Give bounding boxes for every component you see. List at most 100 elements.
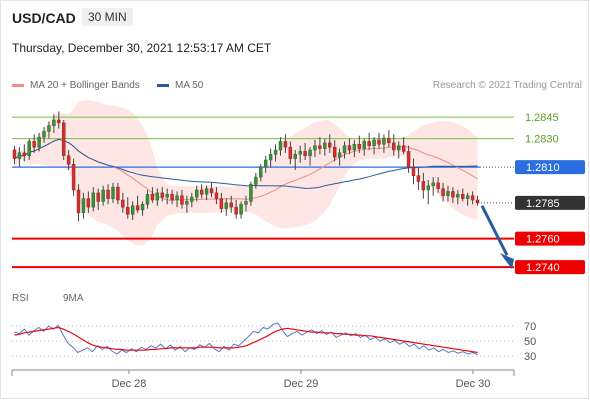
- candle-body: [111, 186, 115, 199]
- candle-body: [57, 119, 61, 124]
- candle-body: [278, 141, 283, 151]
- candle: [135, 195, 140, 213]
- candle-body: [362, 141, 366, 149]
- candle-body: [387, 138, 391, 144]
- candle: [382, 134, 386, 153]
- candle-body: [22, 152, 27, 156]
- candle: [22, 144, 27, 162]
- candle: [293, 150, 297, 170]
- candle-body: [263, 159, 268, 168]
- symbol-title: USD/CAD: [12, 10, 76, 26]
- candle-body: [96, 192, 100, 202]
- legend-ma9: 9MA: [63, 293, 84, 304]
- level-last-3: 1.2785: [478, 195, 585, 210]
- candle: [199, 184, 204, 199]
- candle: [411, 158, 416, 185]
- candle-body: [268, 154, 273, 161]
- candle: [209, 182, 214, 198]
- candle-body: [465, 195, 470, 199]
- candle: [185, 195, 189, 213]
- candle-body: [116, 186, 120, 201]
- candle-body: [234, 206, 238, 215]
- candle: [111, 182, 115, 203]
- candle-body: [52, 119, 56, 126]
- candle: [254, 172, 258, 189]
- candle: [130, 201, 135, 220]
- level-tag-bg: [515, 260, 585, 275]
- candle-body: [273, 149, 278, 155]
- candle: [377, 132, 381, 149]
- candle-body: [318, 145, 322, 149]
- candle: [396, 141, 401, 159]
- candle: [32, 134, 36, 153]
- candle-body: [426, 185, 431, 191]
- candle-body: [204, 188, 209, 195]
- level-support-5: 1.2740: [12, 260, 585, 275]
- candle-body: [81, 198, 86, 214]
- candle: [328, 134, 332, 153]
- candle: [219, 192, 224, 213]
- candle: [224, 198, 229, 216]
- ma50-swatch: [157, 84, 169, 87]
- level-label: 1.2740: [526, 262, 560, 274]
- candle-body: [239, 204, 243, 215]
- level-label: 1.2845: [525, 112, 559, 124]
- candle-body: [332, 146, 337, 158]
- candle: [470, 191, 475, 205]
- candle-body: [180, 195, 184, 205]
- candle: [347, 138, 352, 155]
- candle: [175, 191, 179, 208]
- candle: [61, 120, 66, 160]
- candle: [52, 114, 56, 133]
- candle-body: [298, 151, 302, 155]
- candle: [298, 145, 302, 163]
- candle-body: [451, 191, 455, 198]
- candle-body: [135, 205, 140, 211]
- candle-body: [475, 199, 480, 204]
- candle-body: [392, 142, 396, 151]
- candle: [362, 138, 366, 156]
- candle-body: [71, 164, 76, 191]
- candle: [352, 140, 357, 158]
- candle: [37, 132, 41, 152]
- candle-body: [195, 189, 199, 198]
- candle: [195, 185, 199, 202]
- candle: [180, 190, 184, 209]
- rsi-label: RSI: [12, 293, 29, 304]
- candle-body: [337, 152, 342, 158]
- candle-body: [130, 205, 135, 215]
- timeframe-badge[interactable]: 30 MIN: [82, 8, 133, 26]
- candle: [288, 141, 293, 165]
- datetime-label: Thursday, December 30, 2021 12:53:17 AM …: [12, 41, 272, 55]
- candle: [214, 187, 219, 205]
- candle-body: [17, 152, 22, 159]
- candle-body: [219, 198, 224, 209]
- candle: [323, 138, 327, 156]
- candle-body: [411, 166, 416, 176]
- candle: [342, 141, 347, 159]
- rsi-tick-label: 70: [524, 321, 536, 333]
- candle: [283, 134, 288, 153]
- candle: [71, 158, 76, 196]
- candle: [91, 187, 96, 212]
- candle: [81, 192, 86, 219]
- candle-body: [347, 145, 352, 151]
- candle-body: [441, 188, 445, 196]
- level-tag-bg: [515, 195, 585, 210]
- candle-body: [190, 196, 194, 202]
- candle: [303, 142, 307, 160]
- candle: [461, 188, 465, 202]
- candle: [273, 144, 278, 162]
- candle: [249, 181, 253, 206]
- legend-rsi: RSI: [12, 293, 29, 304]
- candle-body: [244, 201, 248, 205]
- rsi-ma9-line: [14, 326, 478, 354]
- candle-body: [12, 149, 17, 159]
- candle-body: [259, 166, 263, 178]
- candle-body: [401, 145, 406, 152]
- ma50-line: [14, 138, 478, 189]
- candle: [406, 145, 411, 173]
- candle-body: [431, 182, 435, 186]
